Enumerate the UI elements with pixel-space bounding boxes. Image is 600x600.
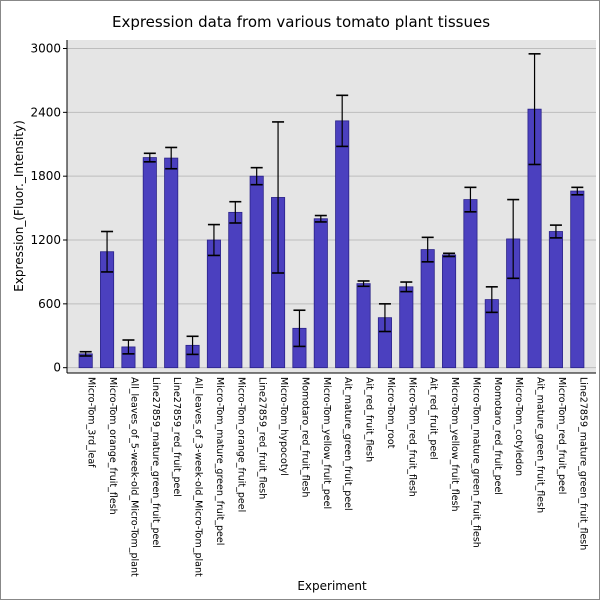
error-bar — [464, 186, 477, 213]
x-tick-label: Micro-Tom_hypocotyl — [278, 377, 289, 476]
error-bar — [122, 339, 135, 355]
y-axis-label: Expression_(Fluor._Intensity) — [12, 120, 26, 292]
x-tick-label: Ait_mature_green_fruit_peel — [342, 377, 353, 511]
bar — [228, 211, 243, 369]
error-bar — [378, 303, 391, 333]
bar — [420, 249, 435, 369]
bar — [548, 231, 563, 369]
x-tick-label: Line27859_mature_green_fruit_flesh — [577, 377, 588, 550]
x-tick-label: Momotaro_red_fruit_flesh — [299, 377, 310, 497]
y-tick-label: 2400 — [30, 105, 61, 119]
bar — [570, 190, 585, 369]
x-tick-label: Micro-Tom_orange_fruit_flesh — [107, 377, 118, 515]
x-axis-category-labels: Micro-Tom_3rd_leaf Micro-Tom_orange_fruit… — [86, 377, 589, 577]
error-bar — [400, 281, 413, 293]
error-bar — [186, 335, 199, 356]
error-bar — [549, 224, 562, 239]
x-tick-label: Micro-Tom_root — [385, 377, 396, 449]
x-tick-label: Line27859_red_fruit_peel — [171, 377, 182, 497]
x-tick-label: Ait_red_fruit_peel — [428, 377, 439, 460]
bar — [356, 283, 371, 369]
error-bar — [421, 236, 434, 263]
x-tick-label: Micro-Tom_red_fruit_flesh — [406, 377, 417, 497]
x-tick-label: Micro-Tom_mature_green_fruit_flesh — [470, 377, 481, 548]
error-bar — [79, 350, 92, 357]
error-bar — [207, 223, 220, 257]
x-tick-label: Micro-Tom_red_fruit_peel — [556, 377, 567, 494]
error-bar — [485, 286, 498, 314]
x-tick-label: Ait_red_fruit_flesh — [364, 377, 375, 462]
error-bar — [250, 166, 263, 186]
error-bar — [229, 200, 242, 224]
x-tick-label: Micro-Tom_mature_green_fruit_peel — [214, 377, 225, 545]
error-bar — [528, 53, 541, 166]
bar — [249, 175, 264, 369]
error-bar — [336, 94, 349, 148]
bar — [164, 157, 179, 369]
x-tick-label: Micro-Tom_orange_fruit_peel — [235, 377, 246, 512]
error-bar — [143, 152, 156, 163]
error-bar — [101, 230, 114, 273]
error-bar — [165, 146, 178, 170]
y-tick-label: 0 — [53, 361, 61, 375]
x-axis-label: Experiment — [297, 579, 367, 593]
y-tick-label: 600 — [38, 297, 61, 311]
error-bar — [357, 280, 370, 288]
x-tick-label: All_leaves_of_3-week-old_Micro-Tom_plant — [193, 377, 204, 577]
x-tick-label: Ait_mature_green_fruit_flesh — [535, 377, 546, 513]
error-bars — [79, 53, 584, 357]
y-tick-label: 1800 — [30, 169, 61, 183]
x-tick-label: All_leaves_of_5-week-old_Micro-Tom_plant — [128, 377, 139, 577]
error-bar — [293, 309, 306, 348]
bar — [442, 254, 457, 369]
bar — [335, 120, 350, 369]
y-axis-ticks: 0 600 1200 1800 2400 3000 — [30, 42, 67, 375]
x-tick-label: Micro-Tom_yellow_fruit_flesh — [449, 377, 460, 512]
x-tick-label: Micro-Tom_yellow_fruit_peel — [321, 377, 332, 509]
bar — [206, 239, 221, 369]
error-bar — [314, 214, 327, 223]
error-bar — [571, 186, 584, 196]
bar — [313, 218, 328, 369]
y-tick-label: 3000 — [30, 42, 61, 56]
x-tick-label: Micro-Tom_3rd_leaf — [86, 377, 97, 468]
error-bar — [507, 198, 520, 280]
x-tick-label: Line27859_mature_green_fruit_peel — [150, 377, 161, 548]
error-bar — [443, 252, 456, 258]
chart-title: Expression data from various tomato plan… — [112, 13, 490, 31]
x-tick-label: Momotaro_red_fruit_peel — [492, 377, 503, 495]
y-tick-label: 1200 — [30, 233, 61, 247]
x-tick-label: Line27859_red_fruit_flesh — [257, 377, 268, 499]
bar — [142, 157, 157, 369]
error-bar — [272, 121, 285, 274]
bar — [463, 199, 478, 369]
x-tick-label: Micro-Tom_cotyledon — [513, 377, 524, 476]
bar — [399, 286, 414, 369]
